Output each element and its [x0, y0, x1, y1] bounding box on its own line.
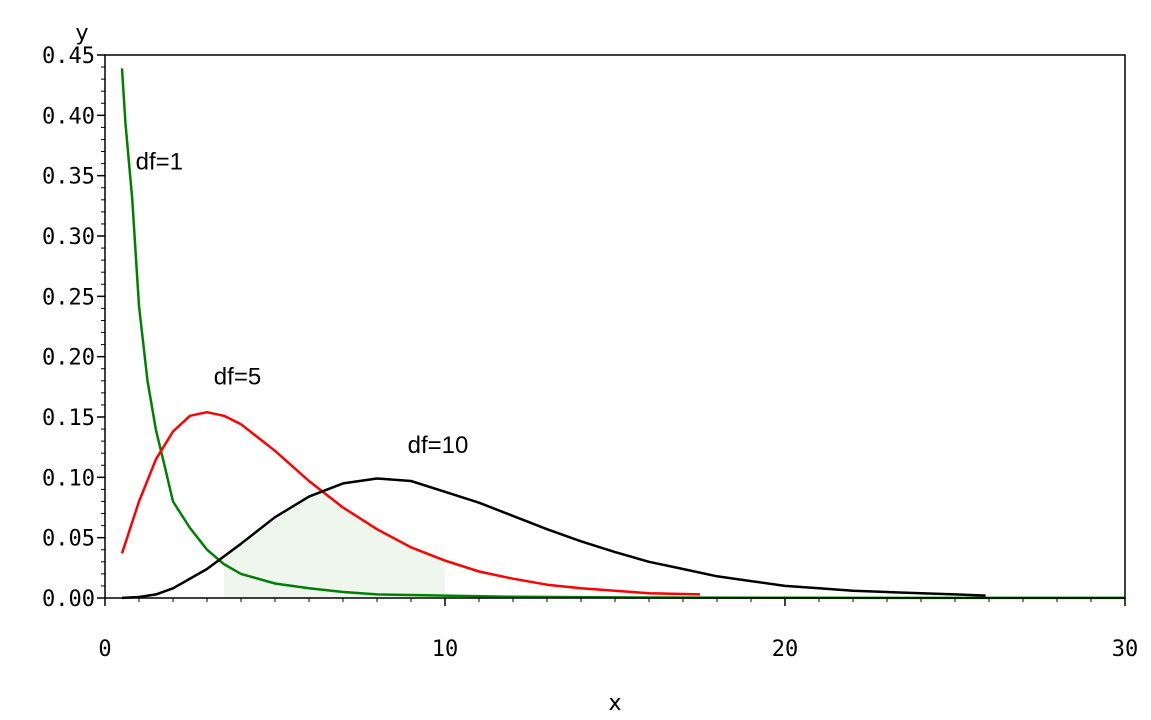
shaded-region-group [224, 492, 445, 598]
y-tick-label: 0.00 [42, 587, 95, 612]
y-tick-label: 0.25 [42, 285, 95, 310]
series-line-1 [120, 68, 1125, 600]
x-tick-label: 20 [772, 637, 799, 662]
series-line-3 [121, 477, 986, 600]
series-annotation-3: df=10 [408, 432, 469, 459]
shaded-area [224, 492, 445, 598]
y-tick-label: 0.05 [42, 527, 95, 552]
tick-marks-group [97, 54, 1126, 606]
x-tick-label: 30 [1112, 637, 1139, 662]
y-tick-label: 0.35 [42, 165, 95, 190]
series-line-2 [120, 410, 701, 596]
y-axis-label: y [75, 21, 88, 46]
series-group [120, 68, 1125, 600]
x-tick-label: 10 [432, 637, 459, 662]
tick-labels-group: 0 10 20 30 0.00 0.05 0.10 0.15 0.20 0.25 0.30 0.35 0… [42, 44, 1138, 662]
y-tick-label: 0.10 [42, 466, 95, 491]
series-annotation-1: df=1 [136, 149, 183, 176]
y-tick-label: 0.20 [42, 346, 95, 371]
series-annotation-2: df=5 [214, 363, 261, 390]
x-tick-label: 0 [98, 637, 111, 662]
y-tick-label: 0.30 [42, 225, 95, 250]
y-tick-label: 0.45 [42, 44, 95, 69]
y-tick-label: 0.40 [42, 104, 95, 129]
x-axis-label: x [608, 691, 621, 716]
y-tick-label: 0.15 [42, 406, 95, 431]
annotations-group: df=1 df=5 df=10 [136, 149, 469, 460]
